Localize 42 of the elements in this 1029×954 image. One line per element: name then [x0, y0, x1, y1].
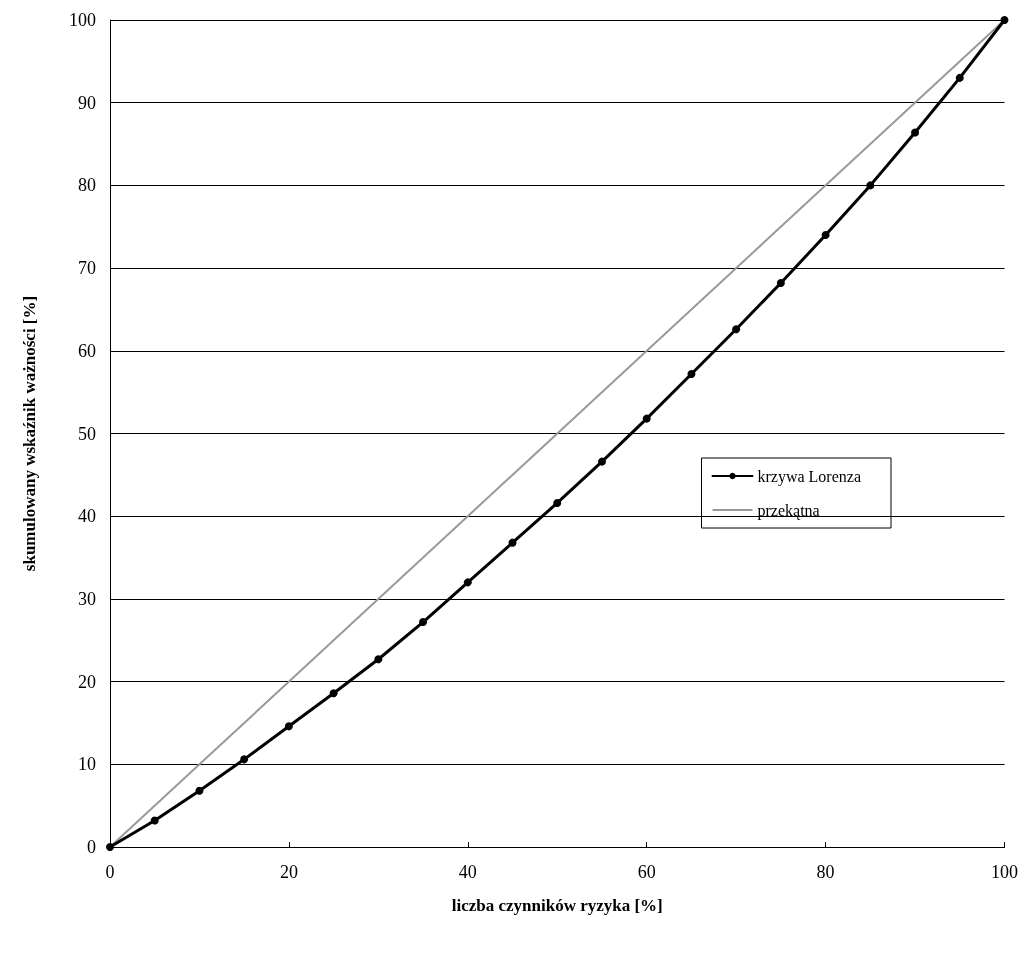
x-axis-title: liczba czynników ryzyka [%]	[451, 896, 663, 915]
point	[642, 414, 651, 423]
legend-label: krzywa Lorenza	[757, 467, 862, 486]
y-tick-label: 90	[78, 92, 96, 113]
point	[821, 231, 830, 240]
point	[732, 325, 741, 334]
point	[866, 181, 875, 190]
y-tick-label: 70	[78, 258, 96, 279]
legend-label: przekątna	[757, 501, 820, 520]
x-tick-label: 0	[105, 862, 115, 882]
y-tick-label: 40	[78, 506, 96, 527]
point	[463, 578, 472, 587]
x-tick-label: 60	[637, 862, 656, 882]
point	[284, 722, 293, 731]
point	[776, 278, 785, 287]
point	[955, 73, 964, 82]
x-tick-label: 80	[816, 862, 835, 882]
y-tick-label: 100	[69, 10, 96, 30]
y-tick-label: 20	[78, 671, 96, 692]
y-tick-label: 10	[78, 754, 96, 775]
point	[419, 618, 428, 627]
point	[597, 457, 606, 466]
x-tick-label: 40	[458, 862, 477, 882]
point	[150, 816, 159, 825]
x-tick-label: 100	[991, 862, 1018, 882]
point	[508, 538, 517, 547]
point	[240, 755, 249, 764]
y-axis-title: skumulowany wskaźnik ważności [%]	[20, 295, 39, 572]
point	[195, 786, 204, 795]
y-tick-label: 30	[78, 588, 96, 609]
y-tick-label: 60	[78, 340, 96, 361]
y-tick-label: 0	[87, 837, 96, 857]
point	[553, 498, 562, 507]
point	[374, 655, 383, 664]
point	[911, 128, 920, 137]
point	[329, 689, 338, 698]
y-tick-label: 80	[78, 175, 96, 196]
y-tick-label: 50	[78, 423, 96, 444]
point	[106, 843, 114, 851]
point	[687, 369, 696, 378]
point	[1000, 16, 1009, 24]
x-tick-label: 20	[279, 862, 298, 882]
